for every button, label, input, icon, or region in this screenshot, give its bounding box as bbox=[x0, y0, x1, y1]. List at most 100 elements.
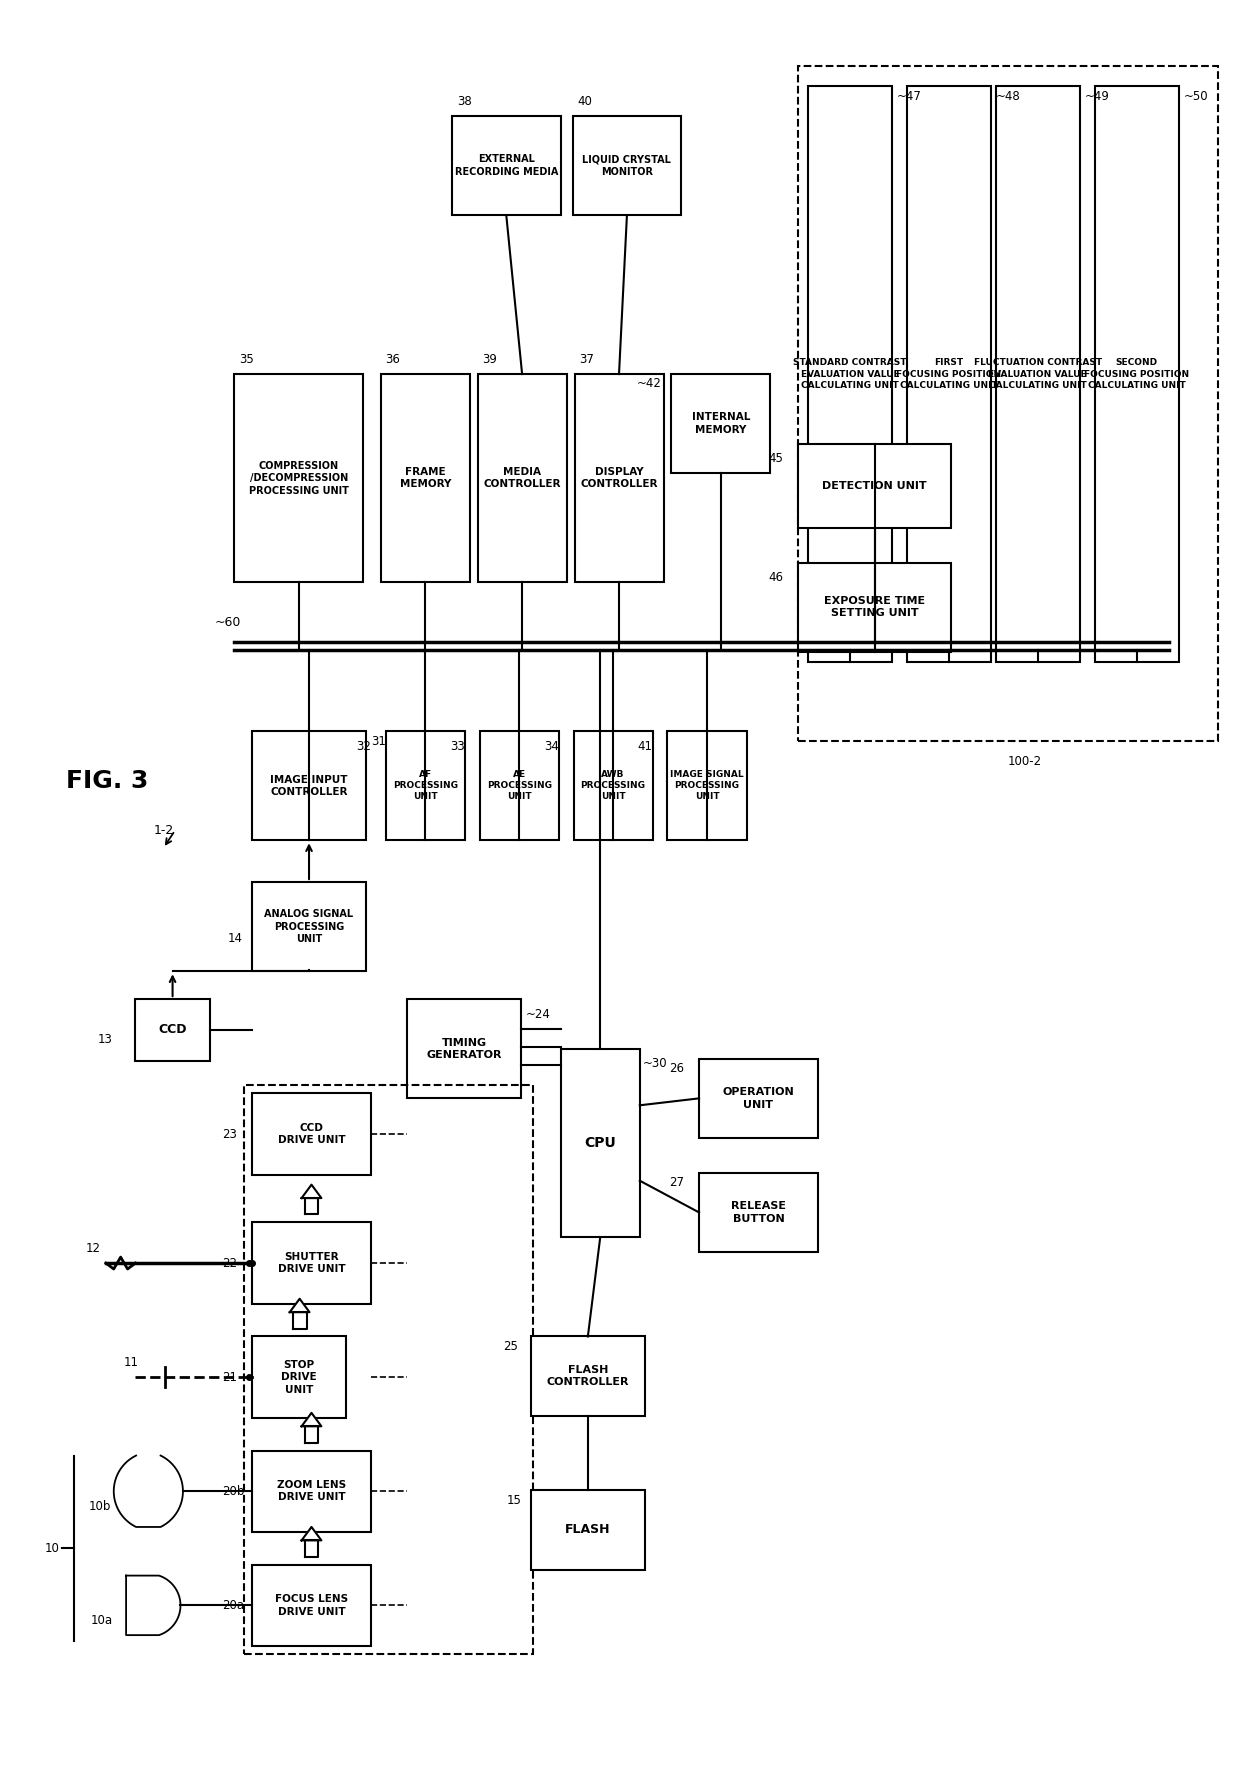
Bar bbox=[799, 66, 1218, 741]
Bar bbox=[252, 1093, 371, 1175]
Text: EXTERNAL
RECORDING MEDIA: EXTERNAL RECORDING MEDIA bbox=[455, 155, 558, 176]
Text: 26: 26 bbox=[670, 1061, 684, 1076]
Bar bbox=[996, 87, 1080, 661]
Text: 33: 33 bbox=[450, 740, 465, 752]
Bar bbox=[252, 1337, 346, 1417]
Polygon shape bbox=[126, 1575, 181, 1636]
Bar bbox=[573, 116, 681, 215]
Bar bbox=[531, 1337, 645, 1415]
Text: FLASH: FLASH bbox=[565, 1524, 610, 1536]
Polygon shape bbox=[305, 1540, 319, 1558]
Text: ANALOG SIGNAL
PROCESSING
UNIT: ANALOG SIGNAL PROCESSING UNIT bbox=[264, 909, 353, 944]
Text: 20b: 20b bbox=[222, 1485, 244, 1497]
Text: FLUCTUATION CONTRAST
EVALUATION VALUE
CALCULATING UNIT: FLUCTUATION CONTRAST EVALUATION VALUE CA… bbox=[973, 359, 1102, 389]
Text: FIG. 3: FIG. 3 bbox=[66, 768, 149, 793]
Polygon shape bbox=[301, 1414, 321, 1426]
Text: RELEASE
BUTTON: RELEASE BUTTON bbox=[730, 1202, 786, 1223]
Text: STANDARD CONTRAST
EVALUATION VALUE
CALCULATING UNIT: STANDARD CONTRAST EVALUATION VALUE CALCU… bbox=[794, 359, 906, 389]
Text: CCD: CCD bbox=[159, 1024, 187, 1037]
Text: SECOND
FOCUSING POSITION
CALCULATING UNIT: SECOND FOCUSING POSITION CALCULATING UNI… bbox=[1084, 359, 1189, 389]
Text: 10b: 10b bbox=[89, 1499, 112, 1513]
Text: 39: 39 bbox=[482, 352, 497, 366]
Text: 35: 35 bbox=[239, 352, 254, 366]
Polygon shape bbox=[301, 1527, 321, 1540]
Bar bbox=[381, 373, 470, 583]
Text: ~48: ~48 bbox=[996, 89, 1021, 103]
Text: 25: 25 bbox=[503, 1341, 518, 1353]
Bar bbox=[799, 443, 951, 528]
Bar bbox=[252, 1223, 371, 1303]
Bar bbox=[906, 87, 991, 661]
Bar bbox=[252, 1565, 371, 1646]
Text: 41: 41 bbox=[637, 740, 652, 752]
Bar bbox=[477, 373, 567, 583]
Text: 36: 36 bbox=[386, 352, 401, 366]
Bar bbox=[135, 999, 210, 1061]
Text: 23: 23 bbox=[222, 1127, 237, 1140]
Bar bbox=[252, 1451, 371, 1533]
Text: INTERNAL
MEMORY: INTERNAL MEMORY bbox=[692, 412, 750, 436]
Bar bbox=[480, 731, 559, 841]
Text: MEDIA
CONTROLLER: MEDIA CONTROLLER bbox=[484, 468, 560, 489]
Text: ~42: ~42 bbox=[637, 377, 662, 391]
Text: ~24: ~24 bbox=[526, 1008, 551, 1021]
Text: EXPOSURE TIME
SETTING UNIT: EXPOSURE TIME SETTING UNIT bbox=[825, 596, 925, 619]
Text: ~47: ~47 bbox=[897, 89, 921, 103]
Text: STOP
DRIVE
UNIT: STOP DRIVE UNIT bbox=[281, 1360, 317, 1394]
Text: COMPRESSION
/DECOMPRESSION
PROCESSING UNIT: COMPRESSION /DECOMPRESSION PROCESSING UN… bbox=[249, 461, 348, 496]
Bar bbox=[574, 373, 663, 583]
Text: ~50: ~50 bbox=[1184, 89, 1208, 103]
Text: 21: 21 bbox=[222, 1371, 238, 1383]
Text: 20a: 20a bbox=[222, 1598, 244, 1613]
Text: FRAME
MEMORY: FRAME MEMORY bbox=[399, 468, 451, 489]
Text: OPERATION
UNIT: OPERATION UNIT bbox=[723, 1086, 795, 1109]
Text: 15: 15 bbox=[506, 1494, 521, 1506]
Text: IMAGE SIGNAL
PROCESSING
UNIT: IMAGE SIGNAL PROCESSING UNIT bbox=[670, 770, 744, 802]
Text: 31: 31 bbox=[371, 734, 386, 749]
Text: 1-2: 1-2 bbox=[154, 823, 174, 837]
Text: 46: 46 bbox=[769, 571, 784, 583]
Bar bbox=[386, 731, 465, 841]
Bar bbox=[667, 731, 746, 841]
Bar bbox=[574, 731, 652, 841]
Bar bbox=[531, 1490, 645, 1570]
Text: CPU: CPU bbox=[584, 1136, 616, 1150]
Text: ZOOM LENS
DRIVE UNIT: ZOOM LENS DRIVE UNIT bbox=[277, 1479, 346, 1502]
Bar bbox=[699, 1173, 817, 1252]
Text: 100-2: 100-2 bbox=[1008, 754, 1043, 768]
Text: FLASH
CONTROLLER: FLASH CONTROLLER bbox=[547, 1366, 629, 1387]
Text: FIRST
FOCUSING POSITION
CALCULATING UNIT: FIRST FOCUSING POSITION CALCULATING UNIT bbox=[897, 359, 1002, 389]
Text: 10a: 10a bbox=[91, 1614, 113, 1627]
Text: AE
PROCESSING
UNIT: AE PROCESSING UNIT bbox=[486, 770, 552, 802]
Bar bbox=[408, 999, 521, 1099]
Bar bbox=[671, 373, 770, 473]
Bar bbox=[808, 87, 892, 661]
Text: AF
PROCESSING
UNIT: AF PROCESSING UNIT bbox=[393, 770, 458, 802]
Bar bbox=[234, 373, 363, 583]
Text: 38: 38 bbox=[456, 94, 471, 108]
Text: ~60: ~60 bbox=[215, 615, 241, 629]
Polygon shape bbox=[290, 1298, 310, 1312]
Text: CCD
DRIVE UNIT: CCD DRIVE UNIT bbox=[278, 1124, 345, 1145]
Text: 27: 27 bbox=[670, 1177, 684, 1189]
Text: SHUTTER
DRIVE UNIT: SHUTTER DRIVE UNIT bbox=[278, 1252, 345, 1275]
Text: 22: 22 bbox=[222, 1257, 238, 1269]
Text: 37: 37 bbox=[579, 352, 594, 366]
Polygon shape bbox=[305, 1426, 319, 1442]
Text: 34: 34 bbox=[544, 740, 559, 752]
Text: 14: 14 bbox=[227, 932, 243, 946]
Text: ~49: ~49 bbox=[1085, 89, 1110, 103]
Bar bbox=[799, 562, 951, 653]
Text: LIQUID CRYSTAL
MONITOR: LIQUID CRYSTAL MONITOR bbox=[583, 155, 671, 176]
Text: DISPLAY
CONTROLLER: DISPLAY CONTROLLER bbox=[580, 468, 657, 489]
Text: 32: 32 bbox=[356, 740, 371, 752]
Polygon shape bbox=[114, 1456, 184, 1527]
Text: 10: 10 bbox=[45, 1542, 60, 1554]
Text: 40: 40 bbox=[578, 94, 593, 108]
Bar bbox=[252, 731, 366, 841]
Bar bbox=[451, 116, 560, 215]
Bar bbox=[252, 882, 366, 971]
Text: AWB
PROCESSING
UNIT: AWB PROCESSING UNIT bbox=[580, 770, 646, 802]
Bar bbox=[1095, 87, 1179, 661]
Bar bbox=[560, 1049, 640, 1237]
